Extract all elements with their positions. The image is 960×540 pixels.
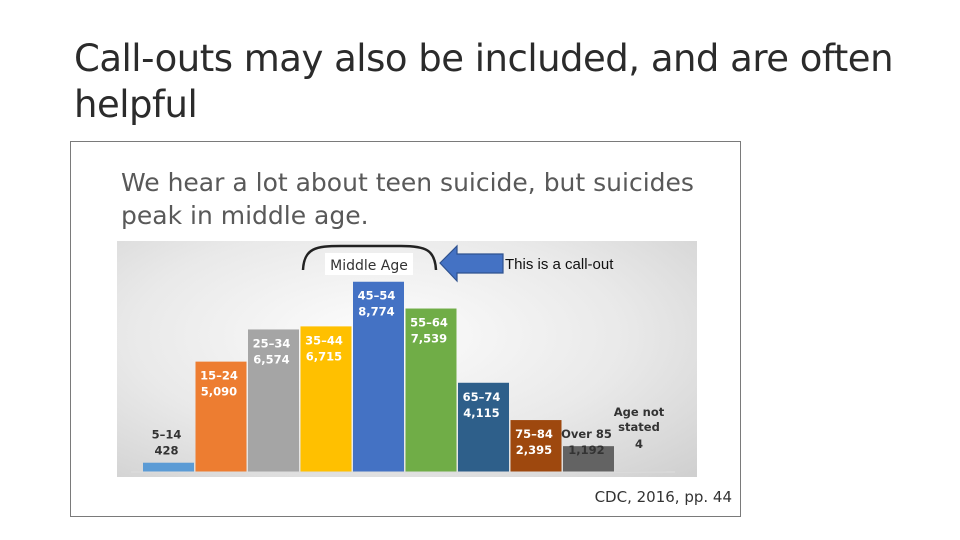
middle-age-bracket xyxy=(301,244,438,271)
bar-8 xyxy=(563,446,614,472)
bar-category-label-5: 55–64 xyxy=(410,316,448,330)
bar-0 xyxy=(143,462,194,472)
bar-3 xyxy=(300,326,352,472)
bar-6 xyxy=(458,382,509,472)
bar-7 xyxy=(510,420,562,472)
bar-category-label-1: 15–24 xyxy=(200,369,238,383)
bar-1 xyxy=(195,361,247,472)
bar-category-label-8: Over 85 xyxy=(561,427,612,441)
bar-value-label-7: 2,395 xyxy=(516,443,552,457)
middle-age-label: Middle Age xyxy=(330,258,408,274)
bar-value-label-2: 6,574 xyxy=(253,352,289,366)
bar-2 xyxy=(248,329,299,472)
bar-value-label-0: 428 xyxy=(154,444,178,458)
bar-value-label-1: 5,090 xyxy=(201,385,237,399)
bar-category-label-9: Age not xyxy=(614,405,665,419)
bar-value-label-8: 1,192 xyxy=(568,443,604,457)
bar-category-label-7: 75–84 xyxy=(515,427,553,441)
bar-category-label-2: 25–34 xyxy=(253,336,291,350)
bar-category-label-4: 45–54 xyxy=(358,289,396,303)
figure-headline: We hear a lot about teen suicide, but su… xyxy=(121,168,694,230)
bar-4 xyxy=(353,281,404,472)
bar-value-label-9: 4 xyxy=(635,437,643,451)
callout-arrow xyxy=(439,244,504,283)
bar-chart: 5–14 428 15–24 5,090 25–34 6,574 35–44 6,715 45–… xyxy=(131,244,675,473)
bar-value-label-4: 8,774 xyxy=(358,305,394,319)
bar-category-label-3: 35–44 xyxy=(305,333,343,347)
slide-title: Call-outs may also be included, and are … xyxy=(74,37,894,126)
bar-category-label-0: 5–14 xyxy=(152,428,182,442)
bar-value-label-6: 4,115 xyxy=(463,406,499,420)
middle-age-label-bg xyxy=(325,253,413,275)
chart-figure: We hear a lot about teen suicide, but su… xyxy=(70,141,741,517)
callout-text: This is a call-out xyxy=(505,256,614,273)
bar-value-label-3: 6,715 xyxy=(306,349,342,363)
bar-category-label-9-line2: stated xyxy=(618,420,660,434)
source-citation: CDC, 2016, pp. 44 xyxy=(594,488,732,506)
bar-category-label-6: 65–74 xyxy=(463,390,501,404)
bar-5 xyxy=(405,308,457,472)
bar-value-label-5: 7,539 xyxy=(411,332,447,346)
